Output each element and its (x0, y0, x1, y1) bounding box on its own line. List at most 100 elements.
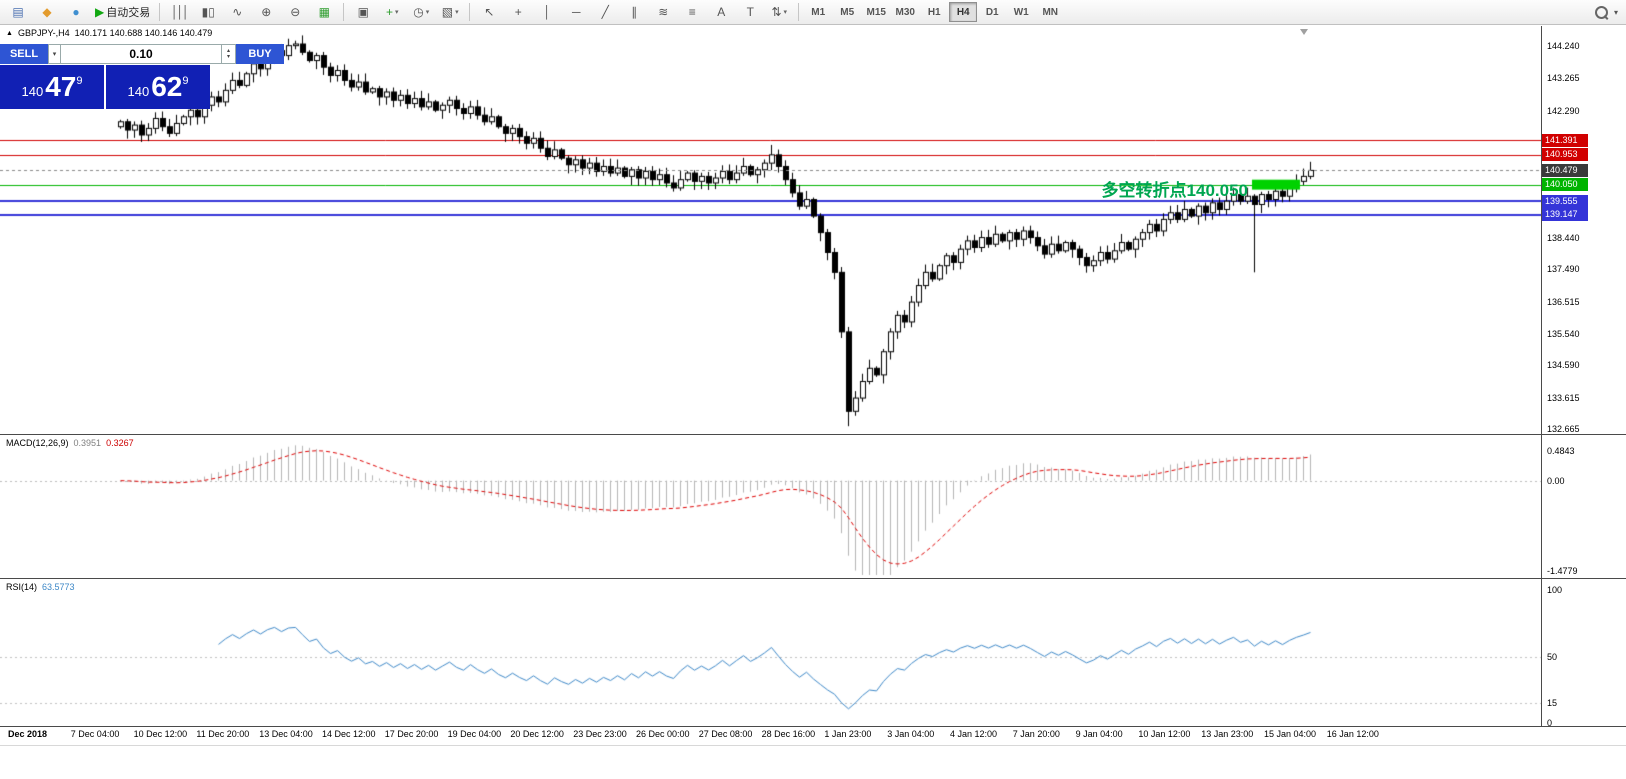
lot-input[interactable] (61, 44, 222, 64)
price-level-badge: 140.050 (1542, 178, 1588, 192)
candlestick-button[interactable]: ▮▯ (194, 1, 222, 23)
macd-value: 0.3951 (73, 438, 102, 448)
timeframe-m1[interactable]: M1 (811, 6, 826, 18)
time-axis-label: 27 Dec 08:00 (698, 729, 753, 739)
price-axis-label: 136.515 (1547, 296, 1580, 307)
macd-panel-canvas[interactable] (0, 435, 1541, 578)
templates-icon: ▧ (441, 5, 454, 19)
line-chart-button[interactable]: ∿ (223, 1, 251, 23)
price-level-badge: 139.147 (1542, 208, 1588, 222)
indicators-button[interactable]: ▦ (310, 1, 338, 23)
text-button[interactable]: A (707, 1, 735, 23)
time-axis-label: Dec 2018 (8, 729, 48, 739)
tile-windows-icon: ▣ (357, 5, 369, 19)
macd-header: MACD(12,26,9) 0.3951 0.3267 (6, 438, 134, 448)
indicators-icon: ▦ (318, 5, 330, 19)
timeframe-m5[interactable]: M5 (840, 6, 855, 18)
macd-name: MACD(12,26,9) (6, 438, 69, 448)
zoom-in-button[interactable]: ⊕ (252, 1, 280, 23)
panel-separator[interactable] (0, 434, 1626, 435)
sell-button[interactable]: SELL (0, 44, 48, 64)
metaeditor-button[interactable]: ◆ (33, 1, 61, 23)
zoom-out-icon: ⊖ (290, 5, 301, 19)
time-axis-label: 4 Jan 12:00 (950, 729, 998, 739)
time-axis-label: 11 Dec 20:00 (196, 729, 250, 739)
time-axis-label: 19 Dec 04:00 (447, 729, 502, 739)
periods-button[interactable]: ◷ ▾ (407, 1, 435, 23)
grid-lines-icon: ≡ (688, 5, 696, 19)
buy-price-point: 9 (182, 75, 189, 87)
time-axis-label: 13 Jan 23:00 (1201, 729, 1254, 739)
templates-button[interactable]: ▧ ▾ (436, 1, 464, 23)
toolbar-overflow-icon[interactable]: ▾ (1613, 7, 1618, 17)
buy-button[interactable]: BUY (236, 44, 284, 64)
terminal-icon: ● (72, 5, 80, 19)
annotation-text: 多空转折点140.050 (1101, 181, 1248, 200)
auto-trading-button[interactable]: ▶ 自动交易 (91, 1, 154, 23)
new-order-button[interactable]: ▤ (4, 1, 32, 23)
trendline-button[interactable]: ╱ (591, 1, 619, 23)
lot-decrement-icon[interactable]: ▾ (226, 54, 230, 60)
bottom-strip (0, 745, 1626, 779)
sell-price-point: 9 (76, 75, 83, 87)
one-click-toggle-icon[interactable]: ▲ (6, 29, 13, 37)
ohlc-values: 140.171 140.688 140.146 140.479 (74, 28, 213, 38)
arrows-button[interactable]: ⇅ ▾ (765, 1, 793, 23)
time-axis-label: 7 Jan 20:00 (1012, 729, 1060, 739)
vertical-line-button[interactable]: │ (533, 1, 561, 23)
price-axis-label: 144.240 (1547, 41, 1580, 51)
bar-chart-button[interactable]: │││ (165, 1, 193, 23)
macd-axis-label: -1.4779 (1547, 566, 1578, 576)
periods-icon: ◷ (413, 5, 424, 19)
horizontal-line-button[interactable]: ─ (562, 1, 590, 23)
timeframe-h4[interactable]: H4 (949, 2, 978, 22)
chevron-down-icon: ▾ (783, 9, 788, 16)
lot-increment-icon[interactable]: ▴ (226, 48, 230, 54)
price-axis-label: 143.265 (1547, 73, 1580, 84)
panel-separator (0, 726, 1626, 727)
timeframe-h1[interactable]: H1 (927, 6, 941, 18)
label-button[interactable]: T (736, 1, 764, 23)
timeframe-m15[interactable]: M15 (866, 6, 886, 18)
sell-price-button[interactable]: 140 47 9 (0, 65, 104, 109)
price-chart-canvas[interactable] (0, 26, 1541, 434)
rsi-axis-label: 100 (1547, 585, 1563, 595)
search-icon[interactable] (1594, 5, 1608, 19)
timeframe-d1[interactable]: D1 (985, 6, 999, 18)
new-chart-button[interactable]: + ▾ (378, 1, 406, 23)
fibonacci-button[interactable]: ≋ (649, 1, 677, 23)
lot-dropdown-icon[interactable]: ▾ (48, 44, 61, 64)
timeframe-w1[interactable]: W1 (1013, 6, 1029, 18)
price-level-badge: 141.391 (1542, 133, 1588, 147)
price-level-badge: 140.953 (1542, 148, 1588, 162)
price-axis-label: 138.440 (1547, 232, 1580, 243)
panel-separator[interactable] (0, 578, 1626, 579)
timeframe-mn[interactable]: MN (1042, 6, 1059, 18)
price-axis-label: 142.290 (1547, 105, 1580, 116)
toolbar-items: ▤ ◆ ● ▶ 自动交易 │││ ▮▯ ∿ ⊕ ⊖ ▦ ▣ + ▾ ◷ ▾ ▧ ▾ ↖ + │ ─ ╱ ∥ ≋ ≡ A T ⇅ ▾ (4, 1, 793, 23)
time-axis-label: 26 Dec 00:00 (636, 729, 690, 739)
timeframe-m30[interactable]: M30 (895, 6, 915, 18)
rsi-panel-canvas[interactable] (0, 579, 1541, 726)
lot-stepper[interactable]: ▴ ▾ (222, 44, 236, 64)
price-level-badge: 140.479 (1542, 163, 1588, 177)
rsi-axis-label: 50 (1547, 651, 1558, 662)
channel-button[interactable]: ∥ (620, 1, 648, 23)
terminal-button[interactable]: ● (62, 1, 90, 23)
time-axis-label: 3 Jan 04:00 (887, 729, 935, 739)
grid-lines-button[interactable]: ≡ (678, 1, 706, 23)
toolbar-right: ▾ (1594, 5, 1622, 19)
fibonacci-icon: ≋ (658, 5, 669, 19)
time-axis-label: 7 Dec 04:00 (70, 729, 120, 739)
cursor-button[interactable]: ↖ (475, 1, 503, 23)
macd-signal-value: 0.3267 (106, 438, 134, 448)
price-axis-label: 132.665 (1547, 424, 1580, 434)
symbol-period-label: GBPJPY-,H4 (17, 28, 70, 38)
chart-header: ▲ GBPJPY-,H4 140.171 140.688 140.146 140… (6, 28, 212, 38)
buy-price-button[interactable]: 140 62 9 (106, 65, 210, 109)
tile-windows-button[interactable]: ▣ (349, 1, 377, 23)
crosshair-button[interactable]: + (504, 1, 532, 23)
time-axis-label: 14 Dec 12:00 (322, 729, 376, 739)
zoom-out-button[interactable]: ⊖ (281, 1, 309, 23)
